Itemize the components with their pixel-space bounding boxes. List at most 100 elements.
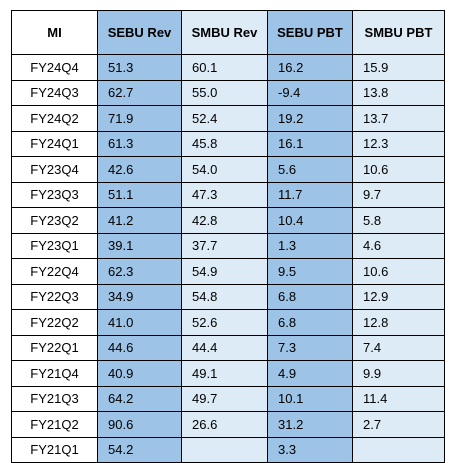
row-label-cell[interactable]: FY22Q2	[11, 309, 98, 336]
smbu-rev-cell[interactable]	[181, 436, 268, 463]
table-row: FY23Q3 51.1 47.3 11.7 9.7	[11, 181, 445, 208]
column-header-sebu-rev[interactable]: SEBU Rev	[97, 10, 182, 55]
smbu-rev-cell[interactable]: 52.4	[181, 105, 268, 132]
sebu-rev-cell[interactable]: 51.1	[97, 181, 182, 208]
table-row: FY22Q2 41.0 52.6 6.8 12.8	[11, 309, 445, 336]
smbu-rev-cell[interactable]: 26.6	[181, 411, 268, 438]
table-row: FY23Q1 39.1 37.7 1.3 4.6	[11, 232, 445, 259]
table-header: MI SEBU Rev SMBU Rev SEBU PBT SMBU PBT	[11, 10, 445, 55]
sebu-rev-cell[interactable]: 40.9	[97, 360, 182, 387]
sebu-rev-cell[interactable]: 61.3	[97, 130, 182, 157]
sebu-rev-cell[interactable]: 42.6	[97, 156, 182, 183]
smbu-rev-cell[interactable]: 60.1	[181, 54, 268, 81]
row-label-cell[interactable]: FY23Q4	[11, 156, 98, 183]
table-row: FY22Q4 62.3 54.9 9.5 10.6	[11, 258, 445, 285]
sebu-pbt-cell[interactable]: 7.3	[267, 334, 353, 361]
row-label-cell[interactable]: FY22Q4	[11, 258, 98, 285]
sebu-rev-cell[interactable]: 62.3	[97, 258, 182, 285]
sebu-pbt-cell[interactable]: 10.4	[267, 207, 353, 234]
sebu-pbt-cell[interactable]: 6.8	[267, 309, 353, 336]
sebu-pbt-cell[interactable]: 16.1	[267, 130, 353, 157]
sebu-pbt-cell[interactable]: 9.5	[267, 258, 353, 285]
sebu-rev-cell[interactable]: 64.2	[97, 385, 182, 412]
row-label-cell[interactable]: FY24Q2	[11, 105, 98, 132]
row-label-cell[interactable]: FY23Q2	[11, 207, 98, 234]
sebu-rev-cell[interactable]: 62.7	[97, 79, 182, 106]
smbu-rev-cell[interactable]: 54.8	[181, 283, 268, 310]
table-row: FY24Q1 61.3 45.8 16.1 12.3	[11, 130, 445, 157]
row-label-cell[interactable]: FY23Q1	[11, 232, 98, 259]
row-label-cell[interactable]: FY24Q1	[11, 130, 98, 157]
table-row: FY22Q1 44.6 44.4 7.3 7.4	[11, 334, 445, 361]
sebu-pbt-cell[interactable]: 1.3	[267, 232, 353, 259]
smbu-pbt-cell[interactable]: 2.7	[352, 411, 445, 438]
sebu-rev-cell[interactable]: 51.3	[97, 54, 182, 81]
smbu-pbt-cell[interactable]: 11.4	[352, 385, 445, 412]
sebu-pbt-cell[interactable]: 11.7	[267, 181, 353, 208]
smbu-rev-cell[interactable]: 44.4	[181, 334, 268, 361]
sebu-pbt-cell[interactable]: -9.4	[267, 79, 353, 106]
smbu-rev-cell[interactable]: 54.0	[181, 156, 268, 183]
smbu-pbt-cell[interactable]: 12.3	[352, 130, 445, 157]
smbu-pbt-cell[interactable]: 12.9	[352, 283, 445, 310]
table-row: FY23Q4 42.6 54.0 5.6 10.6	[11, 156, 445, 183]
smbu-rev-cell[interactable]: 42.8	[181, 207, 268, 234]
table-row: FY24Q4 51.3 60.1 16.2 15.9	[11, 54, 445, 81]
row-label-cell[interactable]: FY24Q4	[11, 54, 98, 81]
smbu-rev-cell[interactable]: 47.3	[181, 181, 268, 208]
header-row: MI SEBU Rev SMBU Rev SEBU PBT SMBU PBT	[11, 10, 445, 55]
row-label-cell[interactable]: FY21Q4	[11, 360, 98, 387]
smbu-pbt-cell[interactable]: 9.9	[352, 360, 445, 387]
row-label-cell[interactable]: FY22Q1	[11, 334, 98, 361]
table-row: FY24Q3 62.7 55.0 -9.4 13.8	[11, 79, 445, 106]
table-row: FY22Q3 34.9 54.8 6.8 12.9	[11, 283, 445, 310]
row-label-cell[interactable]: FY21Q3	[11, 385, 98, 412]
smbu-rev-cell[interactable]: 45.8	[181, 130, 268, 157]
sebu-pbt-cell[interactable]: 10.1	[267, 385, 353, 412]
smbu-pbt-cell[interactable]	[352, 436, 445, 463]
smbu-pbt-cell[interactable]: 13.7	[352, 105, 445, 132]
table-row: FY21Q1 54.2 3.3	[11, 436, 445, 463]
column-header-smbu-pbt[interactable]: SMBU PBT	[352, 10, 445, 55]
smbu-pbt-cell[interactable]: 10.6	[352, 156, 445, 183]
sebu-rev-cell[interactable]: 90.6	[97, 411, 182, 438]
smbu-pbt-cell[interactable]: 5.8	[352, 207, 445, 234]
sebu-pbt-cell[interactable]: 6.8	[267, 283, 353, 310]
smbu-pbt-cell[interactable]: 13.8	[352, 79, 445, 106]
row-label-cell[interactable]: FY22Q3	[11, 283, 98, 310]
column-header-smbu-rev[interactable]: SMBU Rev	[181, 10, 268, 55]
smbu-rev-cell[interactable]: 37.7	[181, 232, 268, 259]
sebu-pbt-cell[interactable]: 19.2	[267, 105, 353, 132]
sebu-pbt-cell[interactable]: 31.2	[267, 411, 353, 438]
smbu-rev-cell[interactable]: 54.9	[181, 258, 268, 285]
column-header-sebu-pbt[interactable]: SEBU PBT	[267, 10, 353, 55]
sebu-rev-cell[interactable]: 34.9	[97, 283, 182, 310]
smbu-pbt-cell[interactable]: 7.4	[352, 334, 445, 361]
table-row: FY21Q3 64.2 49.7 10.1 11.4	[11, 385, 445, 412]
sebu-rev-cell[interactable]: 54.2	[97, 436, 182, 463]
sebu-rev-cell[interactable]: 41.2	[97, 207, 182, 234]
row-label-cell[interactable]: FY23Q3	[11, 181, 98, 208]
sebu-pbt-cell[interactable]: 5.6	[267, 156, 353, 183]
smbu-pbt-cell[interactable]: 9.7	[352, 181, 445, 208]
row-label-cell[interactable]: FY21Q1	[11, 436, 98, 463]
sebu-rev-cell[interactable]: 44.6	[97, 334, 182, 361]
row-label-cell[interactable]: FY21Q2	[11, 411, 98, 438]
smbu-pbt-cell[interactable]: 4.6	[352, 232, 445, 259]
sebu-rev-cell[interactable]: 41.0	[97, 309, 182, 336]
smbu-rev-cell[interactable]: 49.1	[181, 360, 268, 387]
sebu-pbt-cell[interactable]: 16.2	[267, 54, 353, 81]
smbu-rev-cell[interactable]: 52.6	[181, 309, 268, 336]
smbu-rev-cell[interactable]: 49.7	[181, 385, 268, 412]
smbu-pbt-cell[interactable]: 10.6	[352, 258, 445, 285]
smbu-rev-cell[interactable]: 55.0	[181, 79, 268, 106]
sebu-pbt-cell[interactable]: 4.9	[267, 360, 353, 387]
sebu-pbt-cell[interactable]: 3.3	[267, 436, 353, 463]
row-label-cell[interactable]: FY24Q3	[11, 79, 98, 106]
table-row: FY24Q2 71.9 52.4 19.2 13.7	[11, 105, 445, 132]
sebu-rev-cell[interactable]: 39.1	[97, 232, 182, 259]
column-header-mi[interactable]: MI	[11, 10, 98, 55]
smbu-pbt-cell[interactable]: 15.9	[352, 54, 445, 81]
smbu-pbt-cell[interactable]: 12.8	[352, 309, 445, 336]
sebu-rev-cell[interactable]: 71.9	[97, 105, 182, 132]
